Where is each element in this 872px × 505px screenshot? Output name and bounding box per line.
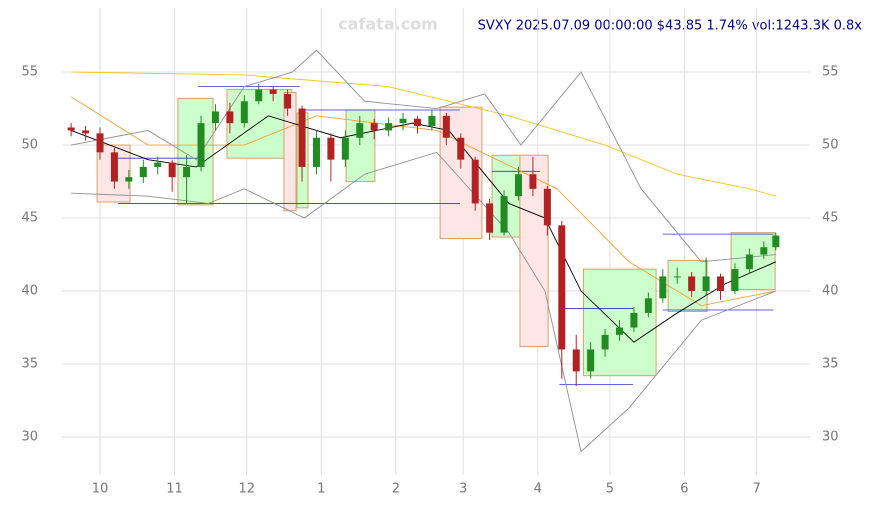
candle-body: [197, 123, 205, 167]
x-tick-label: 6: [680, 482, 688, 497]
candle-body: [471, 159, 479, 204]
x-tick-label: 1: [317, 482, 325, 497]
y-tick-label: 35: [21, 357, 38, 372]
candle-body: [298, 108, 306, 167]
candle-body: [717, 276, 725, 292]
x-tick-label: 5: [606, 482, 614, 497]
candle-body: [659, 276, 667, 299]
y-tick-label: 45: [21, 211, 38, 226]
candle-body: [745, 254, 753, 270]
candle-body: [731, 269, 739, 292]
candle-body: [616, 327, 624, 335]
candle-body: [240, 101, 248, 124]
candle-body: [500, 196, 508, 233]
candle-body: [587, 349, 595, 372]
y-tick-label-right: 50: [822, 138, 839, 153]
y-tick-label-right: 35: [822, 357, 839, 372]
x-tick-label: 12: [238, 482, 255, 497]
candle-body: [572, 349, 580, 372]
indicator-line: [70, 115, 777, 343]
x-tick-label: 3: [459, 482, 467, 497]
candle-body: [772, 235, 780, 248]
indicator-line: [71, 151, 777, 453]
watermark: cafata.com: [338, 15, 438, 34]
y-tick-label-right: 55: [822, 65, 839, 80]
y-tick-label: 40: [21, 284, 38, 299]
candle-body: [356, 123, 364, 138]
candle-body: [312, 137, 320, 167]
candle-body: [688, 276, 696, 292]
candle-body: [154, 162, 162, 167]
candle-body: [673, 276, 681, 278]
y-tick-label-right: 45: [822, 211, 839, 226]
y-tick-label: 55: [21, 65, 38, 80]
indicator-line: [70, 96, 776, 307]
candle-body: [327, 137, 335, 160]
zone-box: [226, 89, 293, 159]
candle-body: [442, 115, 450, 138]
candle-body: [125, 177, 133, 182]
candle-body: [269, 89, 277, 94]
candle-body: [370, 123, 378, 131]
candle-body: [226, 111, 234, 124]
candle-body: [644, 298, 652, 313]
candle-body: [760, 247, 768, 255]
candle-body: [413, 118, 421, 127]
candle-body: [558, 225, 566, 350]
x-tick-label: 2: [392, 482, 400, 497]
candle-body: [529, 174, 537, 189]
candle-body: [428, 115, 436, 127]
x-tick-label: 4: [534, 482, 542, 497]
zone-box: [667, 259, 708, 312]
candle-body: [96, 133, 104, 153]
x-tick-label: 11: [166, 482, 183, 497]
y-tick-label: 50: [21, 138, 38, 153]
candle-body: [457, 137, 465, 160]
x-tick-label: 10: [92, 482, 109, 497]
candle-body: [702, 276, 710, 292]
y-tick-label-right: 40: [822, 284, 839, 299]
candle-body: [543, 188, 551, 226]
candle-body: [139, 166, 147, 178]
candle-body: [601, 334, 609, 350]
indicator-line: [71, 71, 776, 197]
y-tick-label: 30: [21, 430, 38, 445]
candle-body: [341, 137, 349, 160]
x-tick-label: 7: [752, 482, 760, 497]
candle-body: [630, 312, 638, 328]
candle-body: [486, 203, 494, 233]
candle-body: [183, 166, 191, 178]
candle-body: [385, 123, 393, 131]
candle-body: [399, 118, 407, 124]
chart-title: SVXY 2025.07.09 00:00:00 $43.85 1.74% vo…: [478, 19, 863, 34]
candle-body: [110, 152, 118, 182]
candle-body: [255, 89, 263, 102]
candle-body: [82, 130, 90, 134]
candle-body: [284, 93, 292, 109]
zone-box: [283, 91, 297, 212]
candle-body: [67, 127, 75, 131]
candle-body: [211, 111, 219, 124]
candle-body: [514, 174, 522, 197]
candle-body: [168, 162, 176, 178]
y-tick-label-right: 30: [822, 430, 839, 445]
